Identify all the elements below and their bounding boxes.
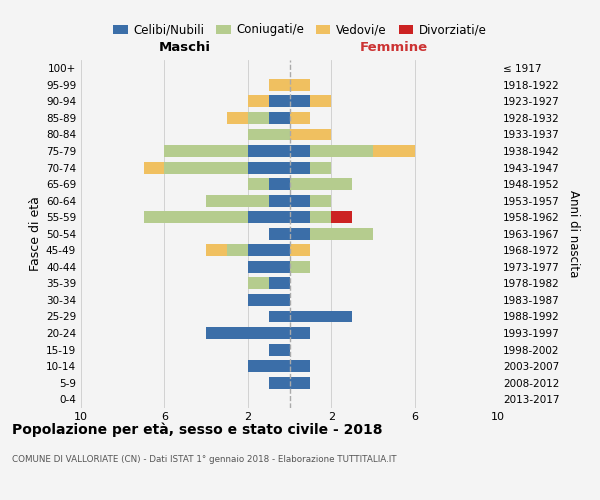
Text: COMUNE DI VALLORIATE (CN) - Dati ISTAT 1° gennaio 2018 - Elaborazione TUTTITALIA: COMUNE DI VALLORIATE (CN) - Dati ISTAT 1… <box>12 455 397 464</box>
Bar <box>248 360 290 372</box>
Bar <box>290 178 352 190</box>
Bar <box>290 376 310 388</box>
Bar <box>290 96 310 108</box>
Bar <box>227 112 248 124</box>
Bar <box>290 261 310 273</box>
Bar <box>310 96 331 108</box>
Bar <box>290 310 352 322</box>
Bar <box>248 244 290 256</box>
Bar <box>269 96 290 108</box>
Bar <box>310 211 331 223</box>
Bar <box>290 145 310 157</box>
Bar <box>290 162 310 173</box>
Bar <box>206 327 290 339</box>
Bar <box>248 294 290 306</box>
Bar <box>331 211 352 223</box>
Text: Femmine: Femmine <box>359 41 428 54</box>
Bar <box>248 128 290 140</box>
Bar <box>248 211 290 223</box>
Bar <box>269 310 290 322</box>
Bar <box>290 327 310 339</box>
Bar <box>310 228 373 239</box>
Bar <box>269 278 290 289</box>
Bar <box>269 79 290 91</box>
Bar <box>310 194 331 206</box>
Text: Popolazione per età, sesso e stato civile - 2018: Popolazione per età, sesso e stato civil… <box>12 422 383 437</box>
Bar <box>164 145 248 157</box>
Bar <box>269 228 290 239</box>
Bar <box>269 112 290 124</box>
Bar <box>164 162 248 173</box>
Bar <box>290 112 310 124</box>
Bar <box>290 128 331 140</box>
Bar <box>290 360 310 372</box>
Bar <box>248 96 269 108</box>
Bar <box>206 244 227 256</box>
Bar <box>290 244 310 256</box>
Bar <box>248 145 290 157</box>
Bar <box>143 211 248 223</box>
Bar <box>248 261 290 273</box>
Bar <box>290 79 310 91</box>
Bar <box>269 194 290 206</box>
Bar <box>248 278 269 289</box>
Bar <box>373 145 415 157</box>
Y-axis label: Anni di nascita: Anni di nascita <box>566 190 580 278</box>
Bar <box>248 178 269 190</box>
Bar <box>143 162 164 173</box>
Text: Maschi: Maschi <box>159 41 211 54</box>
Bar <box>269 344 290 355</box>
Bar <box>248 112 269 124</box>
Bar <box>290 194 310 206</box>
Bar <box>310 145 373 157</box>
Bar <box>290 211 310 223</box>
Bar <box>290 228 310 239</box>
Bar <box>269 376 290 388</box>
Bar <box>248 162 290 173</box>
Bar <box>227 244 248 256</box>
Bar <box>310 162 331 173</box>
Bar <box>269 178 290 190</box>
Legend: Celibi/Nubili, Coniugati/e, Vedovi/e, Divorziati/e: Celibi/Nubili, Coniugati/e, Vedovi/e, Di… <box>109 19 491 41</box>
Bar <box>206 194 269 206</box>
Y-axis label: Fasce di età: Fasce di età <box>29 196 42 271</box>
